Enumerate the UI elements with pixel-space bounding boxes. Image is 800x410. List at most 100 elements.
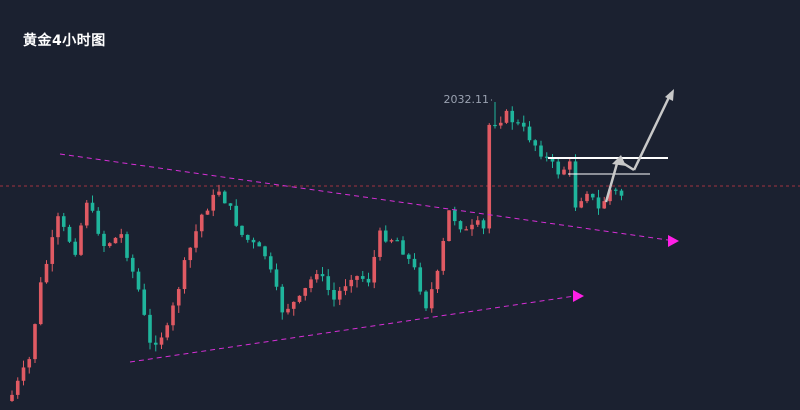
candle-body [176, 289, 181, 306]
candle-body [90, 202, 95, 211]
candle-body [447, 210, 451, 242]
candle-body [56, 216, 60, 238]
candle-body [303, 288, 308, 296]
candle-body [539, 145, 543, 157]
candle-body [38, 282, 43, 325]
candle-body [79, 225, 83, 255]
candle-body [510, 110, 515, 123]
candle-body [263, 246, 267, 257]
candle-body [320, 274, 325, 277]
candle-body [44, 263, 49, 283]
candle-body [125, 234, 129, 258]
candle-body [429, 289, 434, 309]
candle-body [326, 276, 331, 290]
candle-body [274, 269, 279, 287]
candle-body [286, 308, 290, 313]
candle-body [332, 289, 336, 300]
candle-body [142, 289, 147, 315]
candle-body [406, 254, 411, 259]
candle-body [487, 124, 492, 229]
candle-body [360, 276, 365, 279]
candle-body [458, 221, 463, 230]
candle-body [372, 256, 377, 283]
candle-body [608, 189, 612, 202]
projection-arrowhead-small [612, 155, 626, 166]
candle-body [257, 242, 262, 247]
candle-body [205, 210, 210, 215]
candle-body [297, 295, 302, 302]
candle-body [61, 216, 66, 227]
candle-body [21, 367, 26, 381]
candle-body [481, 220, 486, 229]
candle-body [567, 161, 572, 170]
lower-trendline-arrowhead [573, 290, 584, 302]
candle-body [50, 237, 55, 264]
candle-body [395, 240, 400, 242]
candle-body [533, 140, 538, 146]
candle-body [73, 241, 78, 255]
candle-body [579, 201, 584, 208]
candle-body [113, 237, 118, 244]
candle-body [550, 157, 555, 162]
candle-body [199, 214, 204, 232]
candle-body [171, 305, 175, 326]
candle-body [435, 270, 440, 290]
candle-body [349, 279, 354, 287]
candle-body [613, 189, 618, 191]
candle-body [590, 193, 595, 198]
candle-body [355, 276, 359, 280]
candle-body [378, 230, 382, 257]
candle-body [562, 169, 566, 175]
projection-arrow-large [632, 92, 673, 171]
candle-body [314, 274, 319, 280]
chart-title: 黄金4小时图 [23, 33, 106, 49]
candle-body [234, 205, 239, 226]
candle-body [309, 279, 313, 289]
candle-body [383, 230, 388, 242]
candle-body [194, 231, 198, 248]
candle-body [441, 241, 446, 271]
candle-body [516, 122, 520, 124]
candle-body [211, 194, 216, 211]
candle-body [343, 286, 348, 291]
candle-body [291, 301, 296, 309]
candle-body [527, 126, 532, 141]
candle-body [452, 210, 457, 222]
candle-body [102, 233, 106, 247]
candle-body [619, 190, 624, 196]
candle-body [602, 201, 607, 209]
upper-trendline [59, 153, 669, 241]
candle-body [280, 286, 285, 313]
lower-trendline [129, 295, 576, 363]
candle-body [389, 240, 394, 242]
candle-body [27, 359, 32, 368]
upper-trendline-arrowhead [668, 235, 679, 247]
candle-body [585, 193, 589, 202]
candle-body [15, 380, 20, 395]
candle-body [544, 156, 549, 158]
candle-body [464, 229, 469, 231]
candle-body [470, 224, 474, 230]
candle-body [119, 234, 124, 238]
candle-body [153, 342, 158, 345]
candle-body [96, 210, 101, 234]
candle-body [424, 291, 428, 309]
candle-body [136, 271, 141, 290]
candle-body [412, 258, 417, 268]
candle-body [10, 394, 14, 401]
candle-body [556, 161, 561, 175]
candle-body [67, 226, 72, 242]
candle-body [268, 256, 273, 270]
candle-body [84, 202, 89, 226]
candle-body [33, 324, 37, 360]
candle-body [596, 197, 601, 209]
candle-body [222, 191, 227, 204]
candle-body [475, 220, 480, 225]
candle-body [366, 278, 371, 283]
candle-body [504, 110, 509, 123]
candle-body [130, 257, 135, 272]
candle-body [498, 122, 503, 126]
high-price-label: 2032.11 [444, 93, 490, 106]
